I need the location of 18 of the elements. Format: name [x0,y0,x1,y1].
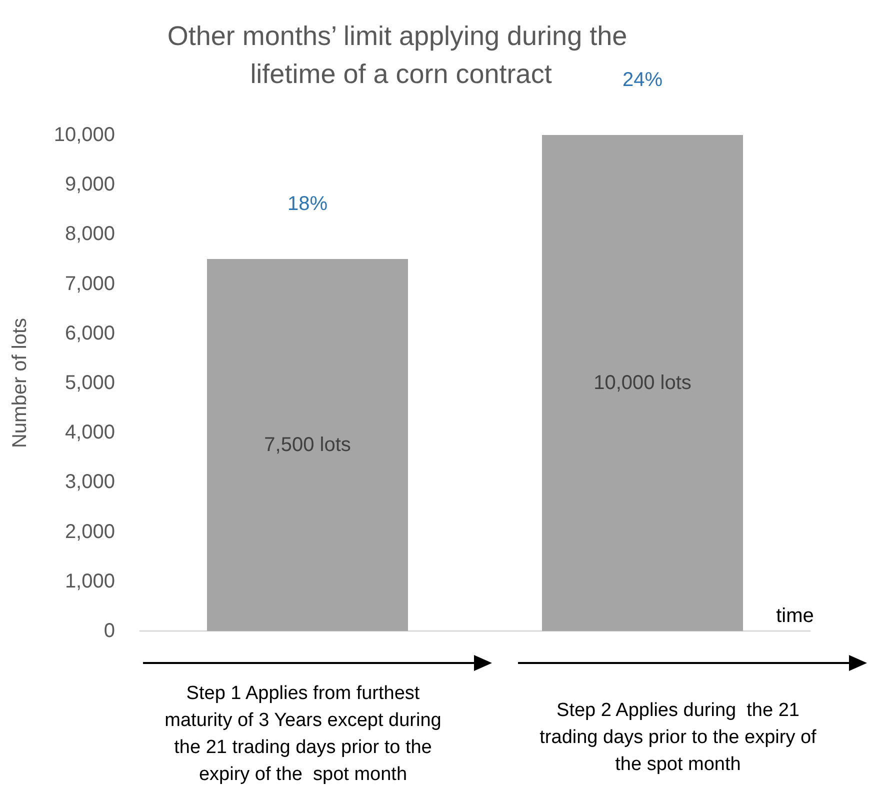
y-axis-title: Number of lots [9,318,31,448]
text: Step 2 Applies during the 21 trading days prior to the expiry of the spot month [538,699,818,777]
data-label: 7,500 lots [264,434,351,456]
y-tick-label: 5,000 [64,372,115,394]
y-tick-label: 4,000 [64,422,115,444]
y-tick-label: 2,000 [64,520,115,543]
data-label: 10,000 lots [594,372,692,394]
y-tick-label: 6,000 [64,322,115,344]
annotation: 18% [287,193,328,215]
text: Step 1 Applies from furthest maturity of 3 Years except during the 21 trading days prior to the expiry of the spot month [164,682,442,787]
y-tick-label: 1,000 [64,570,115,592]
y-tick-label: 7,000 [64,272,115,295]
y-tick-label: 0 [104,620,115,642]
y-tick-label: 8,000 [64,223,115,246]
y-tick-label: 9,000 [64,174,115,196]
annotation: time [776,605,814,627]
y-tick-label: 10,000 [54,124,115,146]
y-tick-label: 3,000 [64,471,115,494]
